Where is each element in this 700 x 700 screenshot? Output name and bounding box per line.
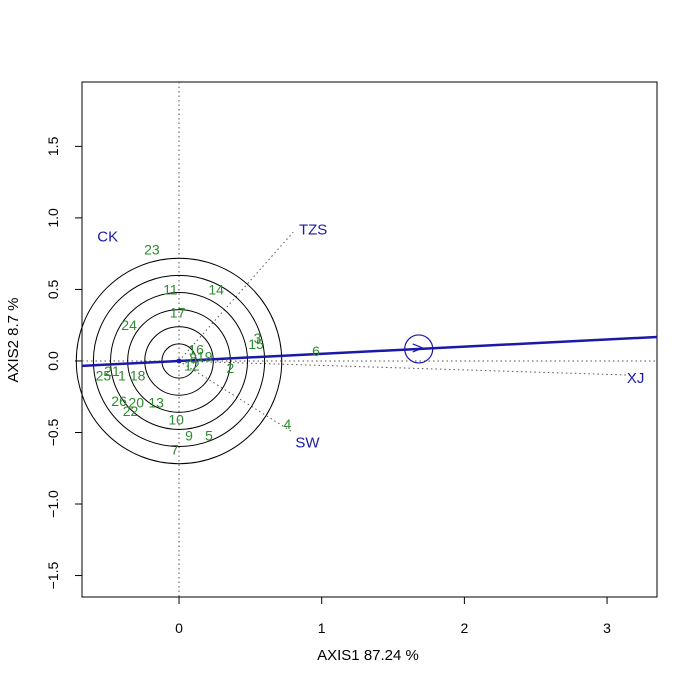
y-tick-label: 0.0	[45, 351, 61, 371]
origin-point	[176, 358, 182, 364]
genotype-label: 23	[144, 241, 160, 257]
genotype-label: 15	[248, 336, 264, 352]
genotype-label: 3	[254, 330, 262, 346]
aea-line	[81, 335, 658, 368]
genotype-label: 18	[130, 367, 146, 383]
y-tick-label: 1.5	[45, 136, 61, 156]
genotype-label: 22	[123, 403, 139, 419]
genotype-label: 5	[205, 427, 213, 443]
genotype-label: 17	[170, 304, 186, 320]
reference-lines	[82, 82, 657, 597]
concentric-circle	[144, 326, 214, 396]
point-labels: 1 234567891011121314151617181920212223242…	[96, 221, 645, 457]
concentric-circle	[92, 274, 266, 448]
genotype-label: 4	[284, 416, 292, 432]
genotype-label: 13	[148, 394, 164, 410]
axis-ticks: 0 1 2 3−1.5−1.0−0.50.00.51.01.5	[45, 136, 611, 636]
average-environment-axis	[81, 334, 658, 368]
genotype-label: 26	[111, 393, 127, 409]
genotype-label: 8	[189, 350, 197, 366]
environment-label: CK	[97, 229, 118, 246]
y-tick-label: −1.0	[45, 490, 61, 518]
genotype-label: 1	[118, 367, 126, 383]
concentric-circle	[110, 291, 249, 430]
concentric-circle	[127, 309, 231, 413]
y-tick-label: −1.5	[45, 562, 61, 590]
genotype-label: 16	[188, 342, 204, 358]
plot-frame	[81, 81, 658, 598]
genotype-label: 10	[168, 412, 184, 428]
y-tick-label: −0.5	[45, 418, 61, 446]
y-axis-title: AXIS2 8.7 %	[5, 297, 22, 382]
genotype-label: 25	[96, 367, 112, 383]
aea-marker-circle	[404, 334, 434, 364]
y-tick-label: 0.5	[45, 279, 61, 299]
concentric-circles	[75, 257, 283, 465]
genotype-label: 11	[163, 281, 178, 297]
genotype-label: 2	[226, 360, 234, 376]
genotype-label: 19	[197, 349, 213, 365]
environment-label: XJ	[627, 370, 645, 387]
genotype-label: 9	[185, 427, 193, 443]
genotype-label: 7	[171, 442, 179, 458]
y-tick-label: 1.0	[45, 208, 61, 228]
aea-arrow	[412, 343, 425, 353]
x-tick-label: 1	[318, 620, 326, 636]
x-tick-label: 0	[175, 620, 183, 636]
x-tick-label: 2	[460, 620, 468, 636]
environment-label: SW	[295, 435, 320, 452]
environment-label: TZS	[299, 221, 327, 238]
genotype-label: 14	[208, 281, 224, 297]
x-axis-title: AXIS1 87.24 %	[317, 647, 419, 664]
genotype-label: 6	[312, 343, 320, 359]
genotype-label: 20	[128, 394, 144, 410]
genotype-label: 24	[121, 317, 137, 333]
genotype-label: 12	[184, 357, 200, 373]
genotype-label: 21	[104, 363, 120, 379]
x-tick-label: 3	[603, 620, 611, 636]
